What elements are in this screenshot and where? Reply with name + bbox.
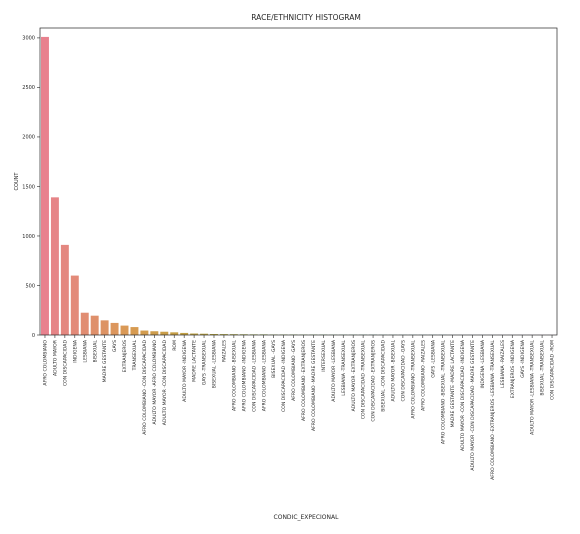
x-tick-label: ADULTO MAYOR -EXTRANJEROS: [351, 340, 357, 412]
bar: [61, 245, 69, 335]
x-tick-label: AFRO COLOMBIANO: [43, 340, 49, 386]
x-tick-label: LESBIANA -TRANSEXUAL: [341, 340, 347, 396]
x-tick-label: GAYS -LESBIANA: [430, 339, 436, 378]
x-tick-label: MADRE GESTANTE -MADRE LACTANTE: [450, 340, 456, 427]
x-tick-label: ADULTO MAYOR -CON DISCAPACIDAD: [162, 340, 168, 426]
y-axis-label: COUNT: [14, 172, 20, 191]
bar: [91, 316, 99, 335]
x-tick-label: AFRO COLOMBIANO -BISEXUAL: [231, 340, 237, 411]
x-tick-label: INDIGENA: [72, 339, 78, 363]
axes-layer: [40, 28, 557, 335]
x-tick-label: AFRO COLOMBIANO -EXTRANJEROS: [301, 340, 307, 421]
x-tick-label: BISEXUAL -TRANSEXUAL: [540, 340, 546, 396]
x-tick-label: CON DISCAPACIDAD -GAYS: [400, 340, 406, 402]
bar: [170, 332, 178, 335]
bars-layer: [41, 37, 556, 335]
y-tick-label: 0: [32, 333, 35, 339]
x-tick-label: CON DISCAPACIDAD -EXTRANJEROS: [371, 340, 377, 422]
x-tick-label: BISEXUAL: [92, 340, 98, 363]
x-tick-label: CON DISCAPACIDAD -TRANSEXUAL: [361, 340, 367, 420]
x-tick-label: MADRE LACTANTE: [192, 340, 198, 382]
x-tick-label: AFRO COLOMBIANO -EXTRANJEROS -LESBIANA -…: [490, 340, 496, 480]
x-tick-label: ADULTO MAYOR -LESBIANA -TRANSEXUAL: [530, 340, 536, 435]
x-tick-label: AFRO COLOMBIANO -MADRE GESTANTE: [311, 340, 317, 431]
y-tick-label: 2000: [22, 135, 35, 141]
bar: [121, 326, 129, 335]
y-axis-ticks: 0 500 1000 1500 2000 2500 3000: [22, 36, 40, 339]
x-tick-label: ADULTO MAYOR -CON DISCAPACIDAD -INDIGENA: [460, 339, 466, 451]
x-tick-label: EXTRANJEROS -INDIGENA: [510, 339, 516, 398]
x-tick-label: INDIGENA -LESBIANA: [480, 339, 486, 388]
x-tick-label: AFRO COLOMBIANO -GAYS: [291, 340, 297, 401]
x-tick-label: ADULTO MAYOR -BISEXUAL: [391, 340, 397, 402]
x-tick-label: AFRO COLOMBIANO -LESBIANA: [261, 339, 267, 411]
x-tick-label: AFRO COLOMBIANO -BISEXUAL -TRANSEXUAL: [440, 340, 446, 445]
x-tick-label: BISEXUAL -LESBIANA: [212, 339, 218, 388]
x-axis-label: CONDIC_EXPECIONAL: [274, 514, 340, 521]
x-tick-label: LESBIANA -RAIZALES: [500, 340, 506, 388]
x-tick-label: CON DISCAPACIDAD -ROM: [550, 340, 556, 400]
x-tick-label: ROM: [172, 340, 178, 351]
y-tick-label: 500: [25, 283, 35, 289]
bar: [140, 331, 148, 335]
x-tick-label: ADULTO MAYOR -AFRO COLOMBIANO: [152, 340, 158, 425]
x-tick-label: AFRO COLOMBIANO -CON DISCAPACIDAD: [142, 340, 148, 435]
y-tick-label: 1000: [22, 234, 35, 240]
x-tick-label: AFRO COLOMBIANO -INDIGENA: [241, 339, 247, 411]
bar: [111, 323, 119, 335]
bar: [150, 331, 158, 335]
bar: [71, 276, 79, 335]
x-tick-label: ADULTO MAYOR -INDIGENA: [182, 339, 188, 402]
x-tick-label: CON DISCAPACIDAD: [62, 340, 68, 387]
bar: [101, 320, 109, 335]
bar: [51, 197, 59, 335]
x-tick-label: ADULTO MAYOR: [53, 339, 59, 376]
x-tick-label: CON DISCAPACIDAD -INDIGENA: [281, 339, 287, 412]
x-tick-label: ADULTO MAYOR -CON DISCAPACIDAD -MADRE GE…: [470, 340, 476, 471]
x-tick-label: GAYS -TRANSEXUAL: [202, 340, 208, 386]
chart-title: RACE/ETHNICITY HISTOGRAM: [251, 13, 361, 22]
x-tick-label: ADULTO MAYOR -LESBIANA: [331, 339, 337, 402]
plot-frame: [40, 28, 557, 335]
y-tick-label: 3000: [22, 36, 35, 42]
x-tick-label: LESBIANA: [82, 339, 88, 362]
y-tick-label: 2500: [22, 85, 35, 91]
x-tick-label: CON DISCAPACIDAD -LESBIANA: [251, 339, 257, 412]
bar: [41, 37, 49, 335]
x-tick-label: GAYS: [112, 340, 118, 352]
x-tick-label: EXTRANJEROS: [122, 340, 128, 372]
x-tick-label: TRANSEXUAL: [132, 340, 138, 372]
x-tick-label: GAYS -INDIGENA: [520, 339, 526, 378]
x-tick-label: AFRO COLOMBIANO -RAIZALES: [420, 340, 426, 411]
x-tick-label: AFRO COLOMBIANO -TRANSEXUAL: [410, 340, 416, 419]
x-tick-label: BISEXUAL -GAYS: [271, 340, 277, 378]
bar: [130, 327, 138, 335]
bar: [160, 332, 168, 335]
bar: [81, 313, 89, 335]
x-tick-label: INTERSEXUAL: [321, 340, 327, 372]
x-tick-label: BISEXUAL -CON DISCAPACIDAD: [381, 340, 387, 412]
x-tick-label: RAIZALES: [222, 340, 228, 362]
x-tick-label: MADRE GESTANTE: [102, 340, 108, 382]
y-tick-label: 1500: [22, 184, 35, 190]
